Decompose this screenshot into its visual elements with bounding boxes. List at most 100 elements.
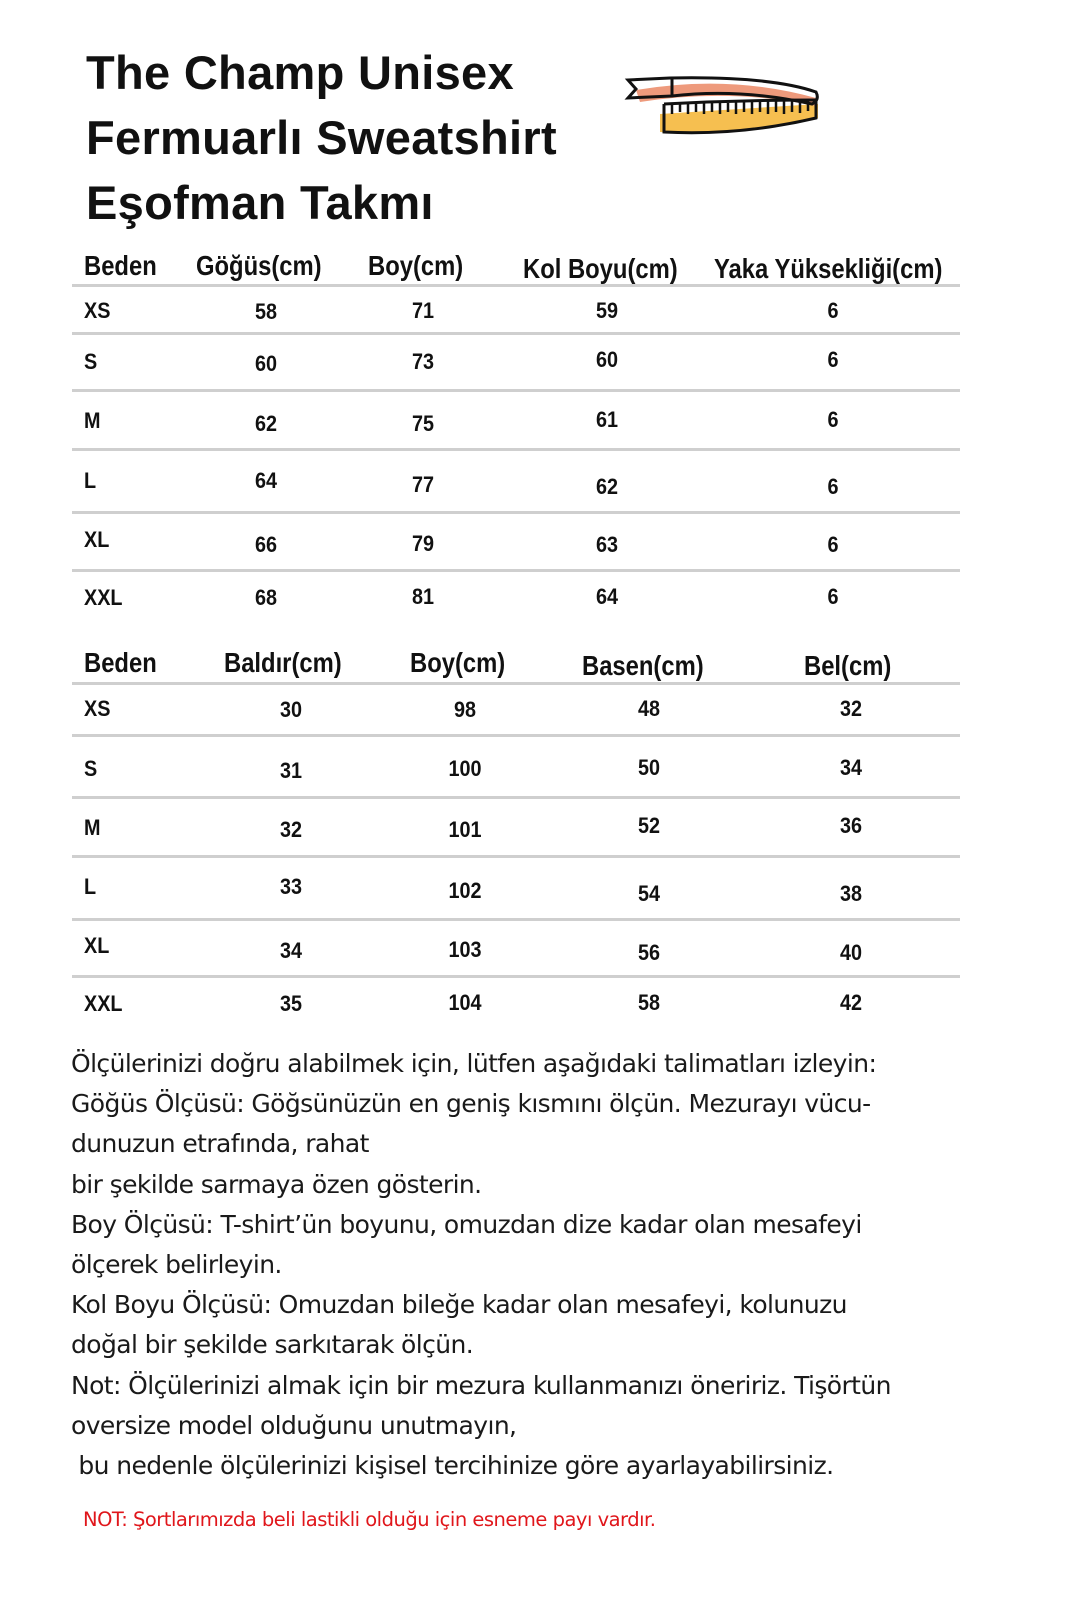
size-label: M — [84, 408, 101, 433]
measurement-value: 6 — [827, 407, 839, 432]
size-label: XS — [84, 696, 111, 721]
size-label: M — [84, 815, 101, 840]
size-label: XXL — [84, 991, 123, 1016]
column-header: Yaka Yüksekliği(cm) — [714, 253, 943, 284]
measurement-value: 77 — [411, 472, 435, 497]
column-header: Boy(cm) — [368, 250, 464, 281]
measurement-value: 33 — [279, 874, 303, 899]
measurement-value: 54 — [637, 881, 661, 906]
product-title: The Champ Unisex Fermuarlı Sweatshirt Eş… — [86, 40, 557, 235]
measurement-value: 32 — [279, 817, 303, 842]
instruction-line: oversize model olduğunu unutmayın, — [71, 1410, 517, 1440]
column-header: Baldır(cm) — [224, 647, 342, 678]
shorts-elastic-note: NOT: Şortlarımızda beli lastikli olduğu … — [83, 1508, 656, 1531]
size-label: S — [84, 756, 98, 781]
measurement-value: 104 — [448, 990, 482, 1015]
instruction-line: Göğüs Ölçüsü: Göğsünüzün en geniş kısmın… — [71, 1089, 871, 1119]
instruction-line: Kol Boyu Ölçüsü: Omuzdan bileğe kadar ol… — [71, 1290, 847, 1320]
row-divider — [72, 918, 960, 921]
measurement-value: 81 — [411, 584, 435, 609]
top-size-table: Beden Göğüs(cm) Boy(cm) Kol Boyu(cm) Yaka Yü… — [72, 0, 960, 620]
measurement-value: 30 — [279, 697, 303, 722]
row-divider — [72, 332, 960, 335]
measuring-tape-icon — [624, 76, 819, 135]
measurement-value: 35 — [279, 991, 303, 1016]
row-divider — [72, 855, 960, 858]
measurement-value: 42 — [839, 990, 863, 1015]
measurement-value: 6 — [827, 347, 839, 372]
row-divider — [72, 569, 960, 572]
size-label: L — [84, 468, 97, 493]
measurement-value: 36 — [839, 813, 863, 838]
measurement-value: 75 — [411, 411, 435, 436]
instruction-line: Not: Ölçülerinizi almak için bir mezura … — [71, 1370, 891, 1400]
bottom-size-table: Beden Baldır(cm) Boy(cm) Basen(cm) Bel(cm) XS… — [72, 0, 960, 1030]
instruction-line: Boy Ölçüsü: T-shirt’ün boyunu, omuzdan d… — [71, 1209, 862, 1239]
row-divider — [72, 511, 960, 514]
title-line: The Champ Unisex — [86, 46, 514, 99]
measurement-value: 61 — [595, 407, 619, 432]
row-divider — [72, 796, 960, 799]
measurement-value: 71 — [411, 298, 435, 323]
row-divider — [72, 389, 960, 392]
row-divider — [72, 975, 960, 978]
header-divider — [72, 682, 960, 685]
measurement-value: 101 — [448, 817, 482, 842]
measurement-value: 66 — [254, 532, 278, 557]
measurement-value: 59 — [595, 298, 619, 323]
size-label: XXL — [84, 585, 123, 610]
measurement-value: 60 — [254, 351, 278, 376]
instruction-line: bir şekilde sarmaya özen gösterin. — [71, 1169, 482, 1199]
column-header: Boy(cm) — [410, 647, 506, 678]
size-label: XS — [84, 298, 111, 323]
column-header: Kol Boyu(cm) — [523, 253, 678, 284]
measurement-value: 103 — [448, 937, 482, 962]
measurement-value: 98 — [453, 697, 477, 722]
measurement-value: 62 — [595, 474, 619, 499]
title-line: Fermuarlı Sweatshirt — [86, 111, 557, 164]
measurement-value: 68 — [254, 585, 278, 610]
header-divider — [72, 284, 960, 287]
measurement-value: 100 — [448, 756, 482, 781]
measurement-value: 6 — [827, 584, 839, 609]
measurement-value: 58 — [637, 990, 661, 1015]
measurement-value: 62 — [254, 411, 278, 436]
size-label: XL — [84, 933, 110, 958]
measurement-value: 31 — [279, 758, 303, 783]
measurement-value: 40 — [839, 940, 863, 965]
size-label: L — [84, 874, 97, 899]
measurement-value: 38 — [839, 881, 863, 906]
column-header: Basen(cm) — [582, 650, 704, 681]
measurement-value: 79 — [411, 531, 435, 556]
measurement-value: 64 — [595, 584, 619, 609]
column-header: Beden — [84, 250, 157, 281]
column-header: Göğüs(cm) — [196, 250, 322, 281]
measurement-value: 6 — [827, 474, 839, 499]
measurement-value: 60 — [595, 347, 619, 372]
instruction-line: bu nedenle ölçülerinizi kişisel tercihin… — [71, 1451, 834, 1481]
column-header: Beden — [84, 647, 157, 678]
measurement-value: 48 — [637, 696, 661, 721]
measurement-value: 32 — [839, 696, 863, 721]
measurement-value: 34 — [279, 938, 303, 963]
measurement-value: 34 — [839, 755, 863, 780]
instruction-line: doğal bir şekilde sarkıtarak ölçün. — [71, 1330, 474, 1360]
measurement-value: 52 — [637, 813, 661, 838]
measurement-value: 56 — [637, 940, 661, 965]
instruction-line: Ölçülerinizi doğru alabilmek için, lütfe… — [71, 1049, 877, 1078]
measurement-value: 63 — [595, 532, 619, 557]
measurement-value: 50 — [637, 755, 661, 780]
measurement-value: 6 — [827, 298, 839, 323]
title-line: Eşofman Takmı — [86, 176, 434, 229]
column-header: Bel(cm) — [804, 650, 892, 681]
size-label: XL — [84, 527, 110, 552]
measurement-value: 102 — [448, 878, 482, 903]
row-divider — [72, 448, 960, 451]
measurement-value: 58 — [254, 299, 278, 324]
instruction-line: ölçerek belirleyin. — [71, 1250, 282, 1280]
row-divider — [72, 734, 960, 737]
size-label: S — [84, 349, 98, 374]
measurement-instructions: Ölçülerinizi doğru alabilmek için, lütfe… — [71, 1044, 891, 1486]
instruction-line: dunuzun etrafında, rahat — [71, 1129, 369, 1159]
measurement-value: 64 — [254, 468, 278, 493]
